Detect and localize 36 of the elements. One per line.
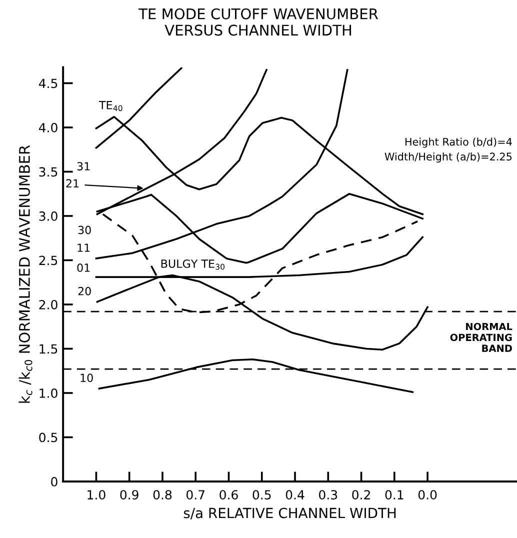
text: BULGY TE [161, 260, 214, 268]
x-tick-label: 0.8 [153, 490, 172, 500]
y-tick-label: 2.0 [39, 300, 58, 310]
x-tick-label: 0.6 [220, 490, 238, 500]
x-tick-label: 0.0 [418, 490, 437, 500]
y-axis-title: k$_{c}$ /k$_{c0}$ NORMALIZED WAVENUMBER [18, 145, 32, 403]
x-tick-label: 0.4 [286, 490, 304, 500]
y-tick-label: 0 [51, 476, 58, 486]
y-tick-label: 4.0 [38, 122, 58, 132]
series-label: 20 [78, 286, 91, 296]
y-tick-label: 0.5 [39, 432, 58, 442]
series-label: 31 [77, 162, 90, 170]
y-tick-label: 1.0 [40, 388, 58, 398]
y-tick-label: 4.5 [38, 78, 58, 88]
y-tick-label: 3.5 [39, 167, 58, 177]
x-tick-label: 0.3 [319, 490, 338, 500]
text: 30 [78, 226, 91, 234]
series-label: 01 [77, 264, 90, 272]
x-axis-title: s/a RELATIVE CHANNEL WIDTH [184, 508, 396, 520]
annotation: Height Ratio (b/d)=4 Width/Height (a/b)=2.25 [384, 138, 512, 163]
x-tick-label: 0.7 [186, 490, 204, 500]
y-tick-label: 1.5 [40, 344, 58, 354]
text: 21 [66, 179, 79, 188]
y-tick-label: 2.5 [39, 256, 58, 266]
x-tick-label: 0.5 [252, 490, 271, 500]
series-label: TE$_{40}$ [98, 101, 122, 112]
x-tick-label: 0.2 [352, 490, 370, 500]
chart-title: TE MODE CUTOFF WAVENUMBER VERSUS CHANNEL WIDTH [138, 8, 378, 36]
series-label: 10 [80, 374, 93, 382]
x-tick-label: 0.9 [120, 490, 138, 500]
x-tick-label: 0.1 [385, 490, 404, 500]
y-tick-label: 3.0 [39, 211, 58, 221]
x-tick-label: 1.0 [88, 490, 106, 500]
series-label: 30 [216, 264, 224, 270]
ref-line-label: NORMAL OPERATING BAND [450, 322, 512, 352]
series-label: 11 [78, 244, 90, 252]
